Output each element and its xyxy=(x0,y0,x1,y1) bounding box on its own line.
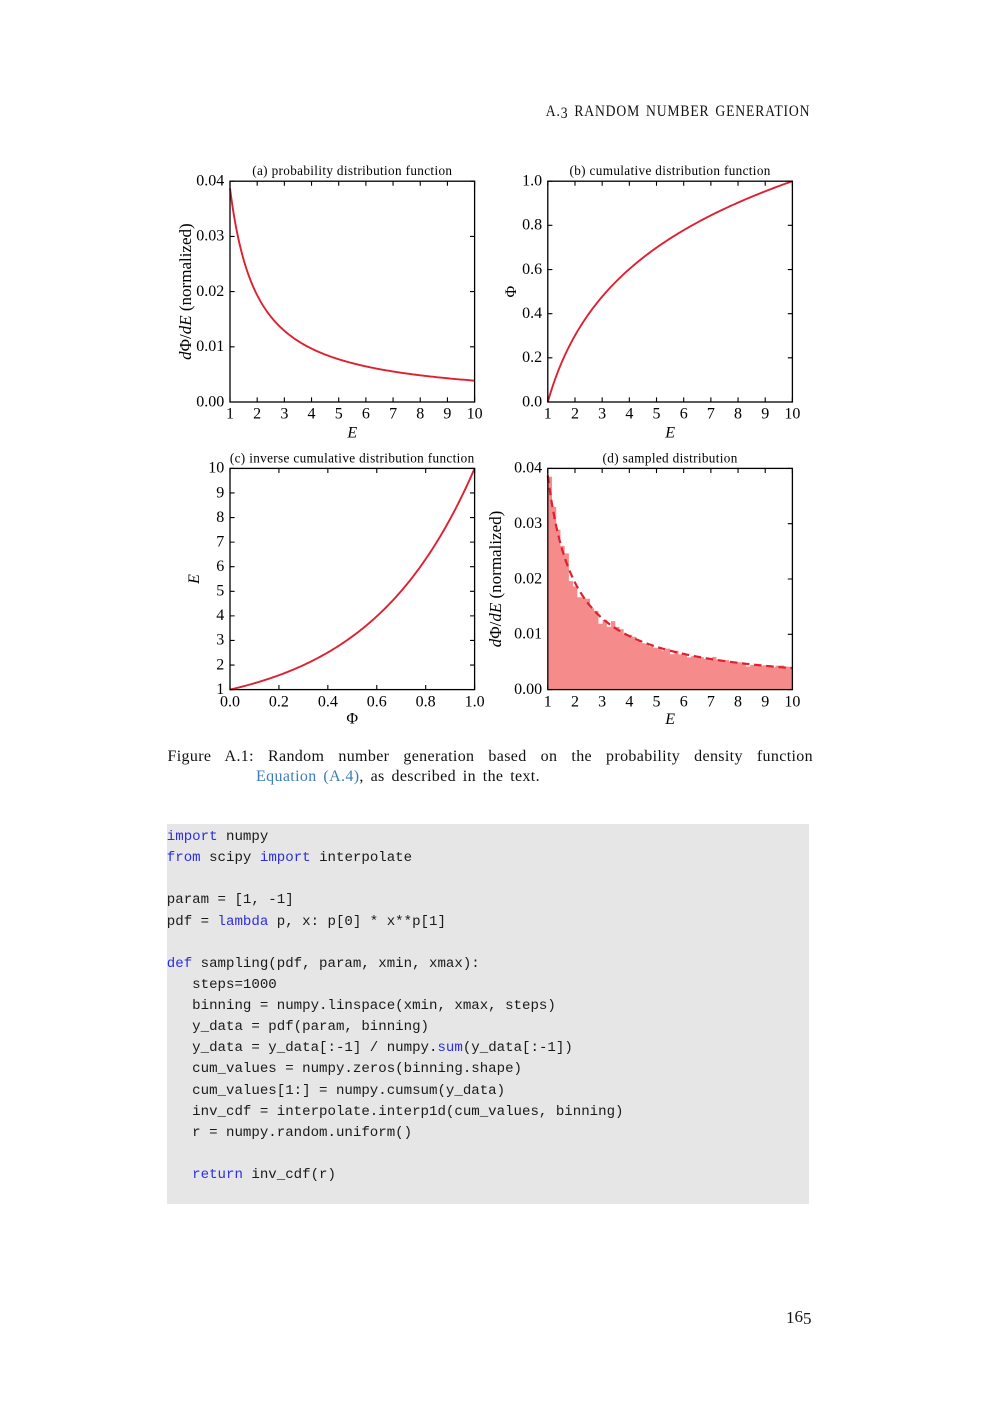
svg-text:0.04: 0.04 xyxy=(514,460,542,477)
svg-text:5: 5 xyxy=(335,406,343,423)
svg-text:6: 6 xyxy=(680,693,688,710)
svg-text:0.03: 0.03 xyxy=(196,228,224,245)
svg-text:0.8: 0.8 xyxy=(522,217,542,234)
svg-text:0.01: 0.01 xyxy=(196,338,224,355)
svg-text:E: E xyxy=(346,425,357,442)
svg-text:5: 5 xyxy=(653,693,661,710)
svg-text:1: 1 xyxy=(544,406,552,423)
svg-text:0.2: 0.2 xyxy=(269,693,289,710)
svg-text:Φ: Φ xyxy=(503,285,520,297)
svg-text:Φ: Φ xyxy=(346,710,358,727)
svg-text:1: 1 xyxy=(216,681,224,698)
svg-text:0.02: 0.02 xyxy=(514,570,542,587)
svg-text:8: 8 xyxy=(734,406,742,423)
svg-text:2: 2 xyxy=(253,406,261,423)
svg-text:dΦ/dE (normalized): dΦ/dE (normalized) xyxy=(486,511,505,648)
svg-text:(b) cumulative distribution fu: (b) cumulative distribution function xyxy=(569,163,770,178)
svg-text:6: 6 xyxy=(680,406,688,423)
svg-text:7: 7 xyxy=(389,406,397,423)
svg-text:0.0: 0.0 xyxy=(220,693,240,710)
svg-text:E: E xyxy=(664,425,675,442)
svg-text:6: 6 xyxy=(362,406,370,423)
svg-text:0.4: 0.4 xyxy=(522,305,542,322)
svg-text:9: 9 xyxy=(443,406,451,423)
svg-text:3: 3 xyxy=(598,406,606,423)
svg-text:(c) inverse cumulative distrib: (c) inverse cumulative distribution func… xyxy=(230,450,475,465)
svg-text:4: 4 xyxy=(625,406,633,423)
svg-text:0.2: 0.2 xyxy=(522,349,542,366)
svg-text:E: E xyxy=(186,574,203,585)
svg-text:3: 3 xyxy=(280,406,288,423)
svg-text:0.01: 0.01 xyxy=(514,626,542,643)
svg-text:0.02: 0.02 xyxy=(196,283,224,300)
svg-text:0.03: 0.03 xyxy=(514,515,542,532)
svg-text:0.0: 0.0 xyxy=(522,393,542,410)
svg-text:9: 9 xyxy=(761,693,769,710)
svg-text:(a) probability distribution f: (a) probability distribution function xyxy=(252,163,452,178)
svg-text:dΦ/dE (normalized): dΦ/dE (normalized) xyxy=(176,223,195,360)
svg-text:2: 2 xyxy=(216,656,224,673)
svg-text:0.00: 0.00 xyxy=(514,681,542,698)
svg-text:2: 2 xyxy=(571,693,579,710)
svg-text:1.0: 1.0 xyxy=(522,173,542,190)
svg-text:7: 7 xyxy=(707,406,715,423)
svg-text:6: 6 xyxy=(216,558,224,575)
svg-text:4: 4 xyxy=(308,406,316,423)
svg-text:3: 3 xyxy=(598,693,606,710)
svg-text:9: 9 xyxy=(216,484,224,501)
svg-text:0.6: 0.6 xyxy=(367,693,387,710)
svg-text:8: 8 xyxy=(216,509,224,526)
svg-text:1.0: 1.0 xyxy=(465,693,485,710)
svg-text:2: 2 xyxy=(571,406,579,423)
svg-text:4: 4 xyxy=(216,607,224,624)
svg-text:0.6: 0.6 xyxy=(522,261,542,278)
svg-text:3: 3 xyxy=(216,632,224,649)
svg-text:0.04: 0.04 xyxy=(196,173,224,190)
svg-text:1: 1 xyxy=(226,406,234,423)
svg-text:10: 10 xyxy=(208,460,224,477)
svg-text:5: 5 xyxy=(216,583,224,600)
svg-text:0.00: 0.00 xyxy=(196,393,224,410)
svg-text:0.8: 0.8 xyxy=(416,693,436,710)
svg-text:10: 10 xyxy=(467,406,483,423)
svg-text:10: 10 xyxy=(784,406,800,423)
svg-text:0.4: 0.4 xyxy=(318,693,338,710)
svg-text:10: 10 xyxy=(784,693,800,710)
svg-text:9: 9 xyxy=(761,406,769,423)
svg-text:E: E xyxy=(664,711,675,728)
svg-text:(d) sampled distribution: (d) sampled distribution xyxy=(603,450,738,465)
svg-text:8: 8 xyxy=(416,406,424,423)
svg-text:4: 4 xyxy=(625,693,633,710)
svg-text:7: 7 xyxy=(707,693,715,710)
svg-text:1: 1 xyxy=(544,693,552,710)
svg-text:5: 5 xyxy=(653,406,661,423)
svg-text:7: 7 xyxy=(216,533,224,550)
svg-text:8: 8 xyxy=(734,693,742,710)
